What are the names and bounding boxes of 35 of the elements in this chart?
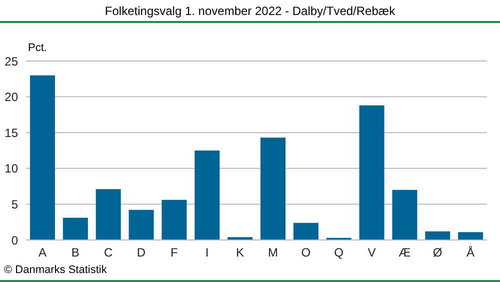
- x-tick-label: B: [71, 246, 80, 260]
- x-tick-label: Ø: [432, 246, 442, 260]
- bar: [30, 75, 55, 240]
- x-tick-label: A: [38, 246, 46, 260]
- y-tick-label: 15: [4, 126, 18, 140]
- bar: [162, 200, 187, 240]
- y-tick-label: 10: [4, 162, 18, 176]
- x-tick-label: K: [236, 246, 244, 260]
- x-tick-label: Q: [334, 246, 344, 260]
- x-tick-label: Å: [466, 246, 475, 260]
- y-axis-title: Pct.: [28, 42, 47, 54]
- bar: [458, 232, 484, 240]
- chart-title: Folketingsvalg 1. november 2022 - Dalby/Tved/Rebæk: [104, 4, 396, 18]
- bar: [260, 138, 286, 240]
- bar: [359, 105, 384, 240]
- bar: [425, 231, 450, 240]
- x-tick-label: O: [301, 246, 311, 260]
- y-tick-label: 25: [4, 54, 18, 68]
- bar: [392, 190, 418, 240]
- text: © Danmarks Statistik: [4, 264, 107, 276]
- x-tick-label: V: [368, 246, 376, 260]
- bar: [293, 222, 318, 240]
- y-tick-label: 20: [4, 90, 18, 104]
- y-tick-label: 0: [11, 233, 18, 248]
- bar: [96, 189, 121, 240]
- bar: [128, 210, 154, 240]
- x-tick-label: M: [268, 246, 278, 260]
- x-tick-label: I: [205, 246, 209, 260]
- x-tick-label: C: [104, 246, 113, 260]
- bar: [62, 218, 88, 240]
- y-tick-label: 5: [11, 197, 18, 212]
- x-tick-label: F: [170, 246, 178, 260]
- bar: [194, 150, 220, 240]
- x-tick-label: D: [136, 246, 146, 260]
- x-tick-label: Æ: [398, 246, 411, 260]
